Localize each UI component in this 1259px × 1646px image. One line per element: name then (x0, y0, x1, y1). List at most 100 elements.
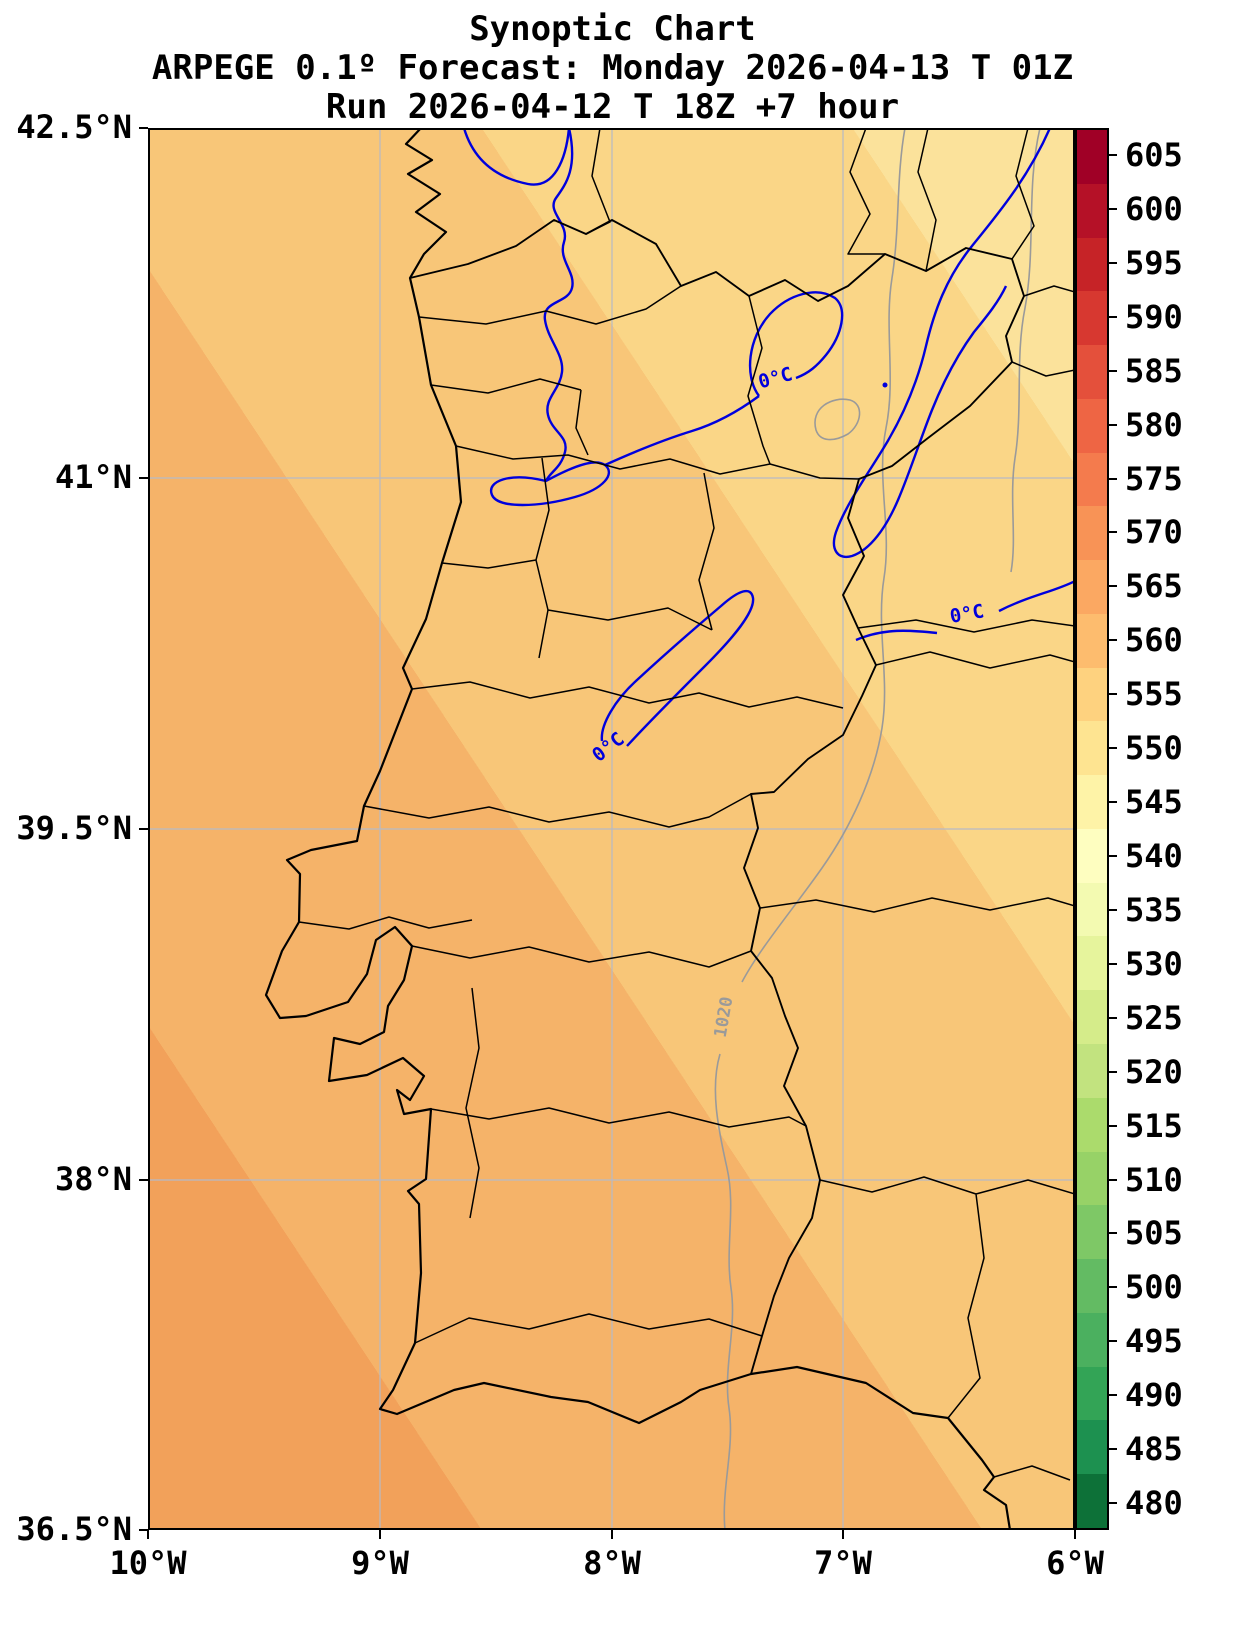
colorbar-tick-mark (1109, 1448, 1117, 1451)
colorbar-segment (1077, 237, 1107, 292)
chart-run-line: Run 2026-04-12 T 18Z +7 hour (325, 87, 900, 127)
colorbar-segment (1077, 1312, 1107, 1367)
colorbar-tick-mark (1109, 639, 1117, 642)
colorbar-segment (1077, 721, 1107, 776)
colorbar-tick-mark (1109, 153, 1117, 156)
colorbar-tick-mark (1109, 531, 1117, 534)
x-tick-mark (611, 1530, 613, 1539)
colorbar-segment (1077, 130, 1107, 184)
x-tick-mark (147, 1530, 149, 1539)
colorbar-tick-label: 550 (1125, 729, 1183, 768)
colorbar-segment (1077, 398, 1107, 453)
colorbar-tick-label: 585 (1125, 351, 1183, 390)
colorbar-tick-mark (1109, 315, 1117, 318)
colorbar-tick-label: 575 (1125, 459, 1183, 498)
x-axis-label: 9°W (351, 1544, 409, 1582)
y-axis-label: 38°N (54, 1160, 132, 1199)
colorbar-tick-label: 485 (1125, 1430, 1183, 1469)
chart-title: Synoptic Chart (469, 9, 756, 49)
colorbar-segment (1077, 506, 1107, 561)
colorbar-tick-mark (1109, 1178, 1117, 1181)
colorbar-tick-mark (1109, 747, 1117, 750)
x-tick-mark (1074, 1530, 1076, 1539)
colorbar-segment (1077, 1044, 1107, 1098)
colorbar-tick-mark (1109, 693, 1117, 696)
colorbar-tick-mark (1109, 369, 1117, 372)
colorbar-tick-mark (1109, 1232, 1117, 1235)
colorbar-segment (1077, 1420, 1107, 1475)
colorbar-tick-label: 570 (1125, 513, 1183, 552)
x-axis-label: 10°W (109, 1544, 187, 1582)
coastline (264, 128, 1012, 1530)
colorbar-segment (1077, 667, 1107, 722)
colorbar-tick-mark (1109, 962, 1117, 965)
colorbar-segment (1077, 183, 1107, 238)
colorbar-tick-label: 510 (1125, 1160, 1183, 1199)
colorbar-tick-mark (1109, 1016, 1117, 1019)
colorbar-tick-mark (1109, 261, 1117, 264)
colorbar: 480 485 490 495 500 505 510 515 520 525 530 535 540 5… (1075, 128, 1259, 1530)
colorbar-tick-label: 560 (1125, 621, 1183, 660)
grid-lines (148, 128, 1075, 1530)
map: 0°C 0°C 0°C 1020 (148, 128, 1075, 1530)
district-boundaries (298, 128, 1075, 1481)
colorbar-segment (1077, 345, 1107, 399)
y-axis-label: 39.5°N (16, 809, 132, 848)
colorbar-tick-mark (1109, 854, 1117, 857)
colorbar-tick-mark (1109, 1286, 1117, 1289)
colorbar-tick-mark (1109, 1124, 1117, 1127)
isotherm-contours (462, 128, 1075, 747)
colorbar-segment (1077, 936, 1107, 991)
colorbar-tick-label: 495 (1125, 1322, 1183, 1361)
chart-subtitle: ARPEGE 0.1º Forecast: Monday 2026-04-13 … (151, 48, 1074, 88)
y-tick-mark (139, 1529, 148, 1531)
colorbar-tick-label: 605 (1125, 135, 1183, 174)
y-tick-mark (139, 477, 148, 479)
colorbar-tick-mark (1109, 423, 1117, 426)
colorbar-segment (1077, 882, 1107, 937)
colorbar-tick-label: 595 (1125, 243, 1183, 282)
colorbar-segment (1077, 828, 1107, 883)
colorbar-tick-label: 525 (1125, 998, 1183, 1037)
colorbar-segment (1077, 1097, 1107, 1152)
country-border (409, 219, 1025, 1375)
colorbar-tick-mark (1109, 1340, 1117, 1343)
colorbar-segment (1077, 291, 1107, 346)
colorbar-tick-mark (1109, 207, 1117, 210)
colorbar-segment (1077, 1205, 1107, 1260)
colorbar-segment (1077, 1151, 1107, 1206)
x-tick-mark (842, 1530, 844, 1539)
colorbar-tick-label: 590 (1125, 297, 1183, 336)
colorbar-segment (1077, 560, 1107, 614)
colorbar-tick-label: 530 (1125, 944, 1183, 983)
colorbar-segment (1077, 1366, 1107, 1421)
colorbar-tick-label: 505 (1125, 1214, 1183, 1253)
colorbar-tick-label: 565 (1125, 567, 1183, 606)
colorbar-tick-mark (1109, 801, 1117, 804)
colorbar-tick-label: 535 (1125, 890, 1183, 929)
x-axis-label: 7°W (814, 1544, 872, 1582)
y-axis-label: 42.5°N (16, 108, 132, 147)
colorbar-tick-mark (1109, 908, 1117, 911)
colorbar-segment (1077, 1259, 1107, 1313)
colorbar-segment (1077, 452, 1107, 507)
x-axis-label: 6°W (1046, 1544, 1104, 1582)
colorbar-tick-label: 515 (1125, 1106, 1183, 1145)
y-tick-mark (139, 828, 148, 830)
y-tick-mark (139, 1179, 148, 1181)
y-tick-mark (139, 127, 148, 129)
colorbar-tick-label: 540 (1125, 836, 1183, 875)
colorbar-tick-label: 580 (1125, 405, 1183, 444)
colorbar-tick-label: 490 (1125, 1376, 1183, 1415)
colorbar-tick-mark (1109, 1394, 1117, 1397)
colorbar-tick-label: 480 (1125, 1484, 1183, 1523)
colorbar-tick-mark (1109, 1070, 1117, 1073)
title-block: Synoptic Chart ARPEGE 0.1º Forecast: Mon… (90, 10, 1135, 127)
map-frame (148, 128, 1075, 1530)
colorbar-segment (1077, 990, 1107, 1045)
x-tick-mark (379, 1530, 381, 1539)
colorbar-tick-mark (1109, 477, 1117, 480)
colorbar-segment (1077, 775, 1107, 829)
colorbar-tick-label: 500 (1125, 1268, 1183, 1307)
